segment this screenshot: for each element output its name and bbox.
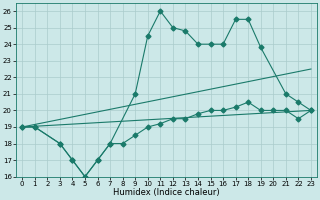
X-axis label: Humidex (Indice chaleur): Humidex (Indice chaleur) <box>113 188 220 197</box>
